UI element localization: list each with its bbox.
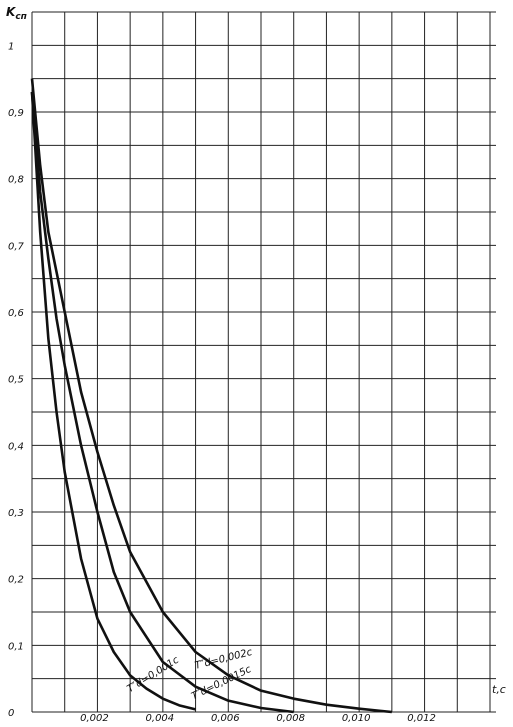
y-tick-label: 0,9 (8, 108, 24, 119)
curve (30, 91, 294, 714)
y-label-main: K (6, 5, 17, 19)
y-tick-label: 0,3 (8, 508, 24, 519)
curve-label: T″d=0,001c (125, 654, 181, 695)
x-tick-label: 0,008 (276, 713, 305, 724)
y-tick-label: 0,4 (8, 441, 24, 452)
curve (30, 91, 196, 711)
x-tick-label: 0,006 (211, 713, 240, 724)
y-tick-label: 0 (8, 708, 14, 719)
x-tick-label: 0,004 (146, 713, 175, 724)
y-tick-label: 0,7 (8, 241, 25, 252)
y-tick-label: 0,1 (8, 641, 24, 652)
y-tick-label: 1 (8, 41, 14, 52)
x-tick-label: 0,010 (342, 713, 371, 724)
y-tick-label: 0,2 (8, 575, 24, 586)
y-axis-label: Kсп (6, 5, 27, 22)
y-tick-label: 0,8 (8, 175, 24, 186)
x-tick-label: 0,012 (407, 713, 436, 724)
curve (30, 78, 392, 714)
x-axis-label: t,c (492, 683, 506, 696)
y-tick-label: 0,6 (8, 308, 24, 319)
y-label-sub: сп (15, 12, 27, 22)
y-tick-label: 0,5 (8, 375, 24, 386)
x-tick-label: 0,002 (80, 713, 109, 724)
